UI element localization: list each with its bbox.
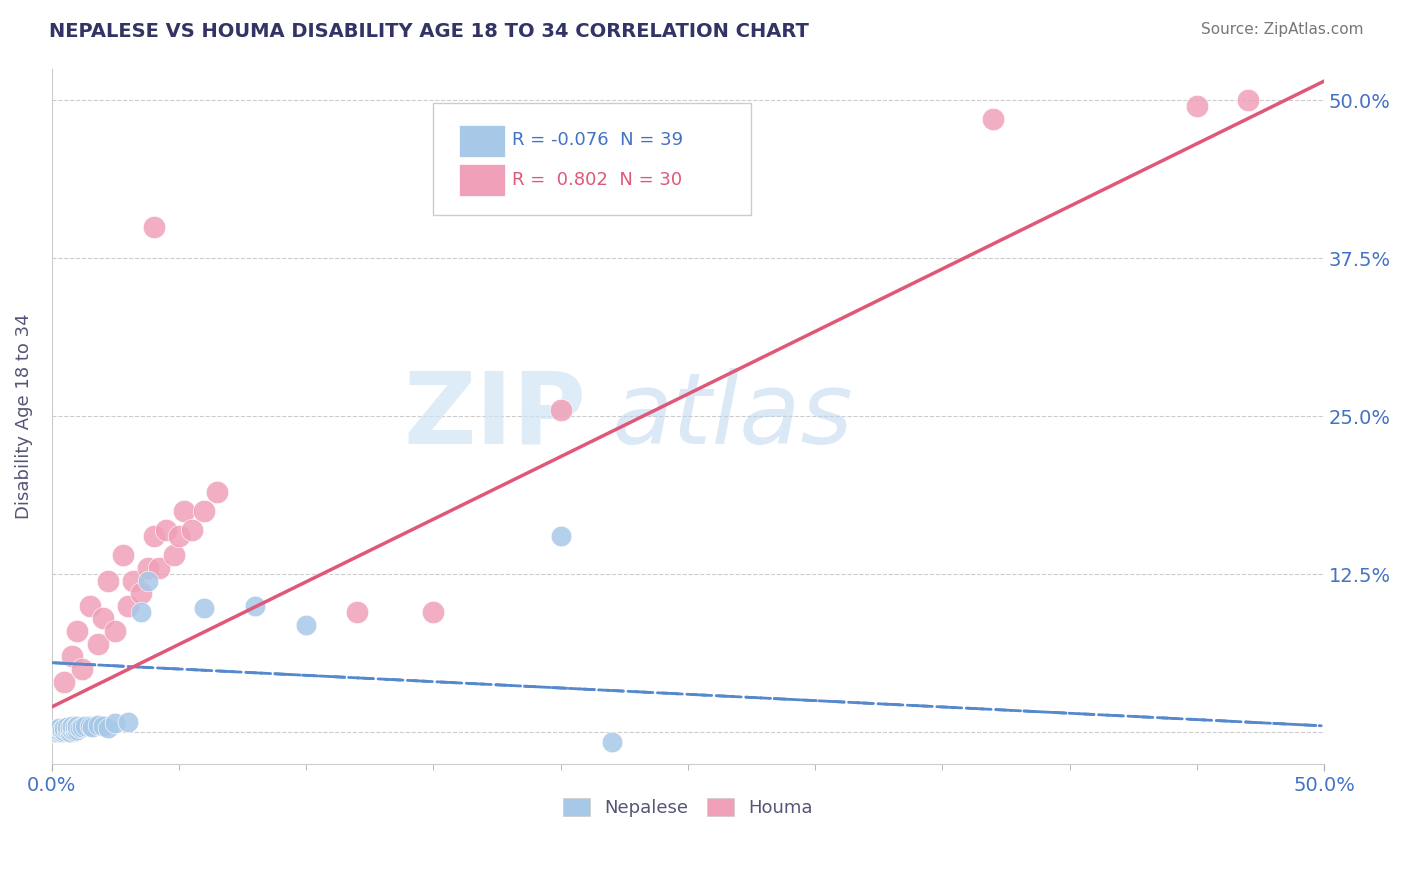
Point bbox=[53, 674, 76, 689]
Y-axis label: Disability Age 18 to 34: Disability Age 18 to 34 bbox=[15, 313, 32, 519]
Point bbox=[104, 716, 127, 731]
Point bbox=[142, 219, 165, 234]
Point bbox=[58, 722, 80, 736]
Point bbox=[51, 723, 73, 737]
Point bbox=[60, 719, 83, 733]
Point bbox=[1185, 99, 1208, 113]
Point bbox=[205, 485, 228, 500]
Point bbox=[129, 586, 152, 600]
Text: atlas: atlas bbox=[612, 368, 853, 465]
Point bbox=[60, 649, 83, 664]
Point bbox=[58, 725, 80, 739]
Point bbox=[167, 529, 190, 543]
Text: Source: ZipAtlas.com: Source: ZipAtlas.com bbox=[1201, 22, 1364, 37]
Point bbox=[56, 723, 79, 737]
Point bbox=[53, 722, 76, 736]
Point bbox=[245, 599, 267, 613]
Point bbox=[41, 725, 63, 739]
Point bbox=[72, 720, 94, 734]
Point bbox=[45, 723, 67, 737]
Point bbox=[142, 529, 165, 543]
Point bbox=[148, 561, 170, 575]
Point bbox=[97, 722, 120, 736]
Text: R = -0.076  N = 39: R = -0.076 N = 39 bbox=[512, 131, 683, 149]
Point bbox=[41, 725, 63, 739]
Point bbox=[63, 720, 86, 734]
Point bbox=[117, 715, 139, 730]
Point bbox=[82, 720, 104, 734]
Point bbox=[1236, 93, 1258, 107]
Point bbox=[155, 523, 177, 537]
Text: NEPALESE VS HOUMA DISABILITY AGE 18 TO 34 CORRELATION CHART: NEPALESE VS HOUMA DISABILITY AGE 18 TO 3… bbox=[49, 22, 808, 41]
Point bbox=[193, 504, 215, 518]
Point bbox=[550, 402, 572, 417]
Point bbox=[193, 601, 215, 615]
Point bbox=[66, 719, 89, 733]
Point bbox=[91, 719, 114, 733]
Point bbox=[66, 723, 89, 737]
Point bbox=[45, 725, 67, 739]
Point bbox=[981, 112, 1004, 127]
Point bbox=[104, 624, 127, 638]
Point bbox=[422, 605, 444, 619]
Point bbox=[60, 723, 83, 737]
Point bbox=[138, 574, 160, 588]
Point bbox=[56, 720, 79, 734]
Point bbox=[122, 574, 145, 588]
Point bbox=[91, 611, 114, 625]
Point bbox=[66, 624, 89, 638]
Point bbox=[86, 717, 108, 731]
Point bbox=[48, 723, 70, 738]
Point bbox=[63, 723, 86, 738]
FancyBboxPatch shape bbox=[433, 103, 751, 215]
Point bbox=[51, 725, 73, 739]
Point bbox=[163, 548, 186, 562]
Point bbox=[44, 725, 66, 739]
Point bbox=[79, 599, 101, 613]
Point bbox=[69, 722, 91, 736]
Point bbox=[129, 605, 152, 619]
Text: ZIP: ZIP bbox=[404, 368, 586, 465]
Point bbox=[44, 723, 66, 737]
Point bbox=[295, 617, 318, 632]
Point bbox=[48, 722, 70, 736]
Point bbox=[117, 599, 139, 613]
Point bbox=[138, 561, 160, 575]
Point bbox=[79, 719, 101, 733]
Point bbox=[86, 637, 108, 651]
Point bbox=[72, 662, 94, 676]
Point bbox=[550, 529, 572, 543]
Point bbox=[600, 735, 623, 749]
Point bbox=[53, 723, 76, 738]
Text: R =  0.802  N = 30: R = 0.802 N = 30 bbox=[512, 170, 682, 189]
Point bbox=[111, 548, 134, 562]
Point bbox=[346, 605, 368, 619]
FancyBboxPatch shape bbox=[458, 125, 505, 157]
FancyBboxPatch shape bbox=[458, 164, 505, 196]
Point bbox=[97, 574, 120, 588]
Point bbox=[73, 719, 96, 733]
Point bbox=[173, 504, 195, 518]
Legend: Nepalese, Houma: Nepalese, Houma bbox=[555, 790, 820, 824]
Point bbox=[180, 523, 202, 537]
